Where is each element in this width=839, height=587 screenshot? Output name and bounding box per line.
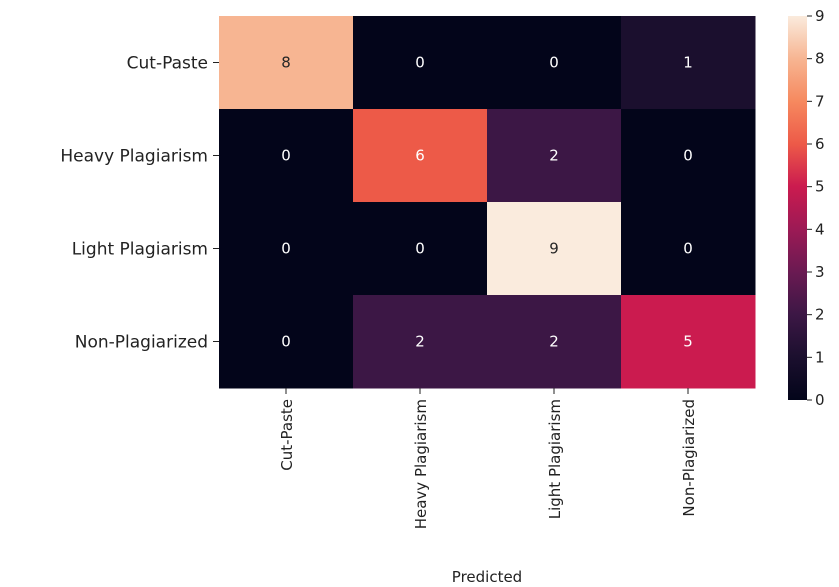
x-tick-label: Non-Plagiarized	[680, 399, 698, 517]
heatmap-cell	[621, 295, 756, 389]
x-tick-label: Light Plagiarism	[546, 399, 564, 519]
heatmap-cell	[487, 202, 622, 296]
cell-value-label: 0	[683, 147, 693, 165]
heatmap-cell	[621, 109, 756, 203]
colorbar-tick-label: 2	[815, 306, 825, 324]
heatmap-cell	[621, 202, 756, 296]
column-labels: Cut-Paste Heavy Plagiarism Light Plagiaris…	[278, 388, 698, 529]
cell-value-label: 0	[281, 333, 291, 351]
cell-value-label: 0	[415, 240, 425, 258]
x-axis-title: Predicted	[452, 568, 522, 586]
cell-value-label: 8	[281, 54, 291, 72]
cell-value-label: 2	[549, 147, 559, 165]
heatmap-cell	[487, 295, 622, 389]
colorbar-tick-label: 6	[815, 135, 825, 153]
colorbar-tick-label: 0	[815, 391, 825, 409]
y-tick-label: Non-Plagiarized	[75, 333, 208, 353]
heatmap-cell	[219, 202, 354, 296]
heatmap-cell	[353, 202, 488, 296]
cell-value-label: 0	[683, 240, 693, 258]
cell-value-label: 0	[549, 54, 559, 72]
heatmap-cell	[353, 16, 488, 110]
cell-value-label: 2	[415, 333, 425, 351]
heatmap-cell	[621, 16, 756, 110]
y-tick-label: Cut-Paste	[127, 54, 208, 74]
heatmap-cell	[219, 295, 354, 389]
heatmap-cell	[353, 295, 488, 389]
colorbar-tick-label: 4	[815, 220, 825, 238]
heatmap-cell	[353, 109, 488, 203]
colorbar-tick-label: 5	[815, 178, 825, 196]
x-tick-label: Heavy Plagiarism	[412, 399, 430, 529]
heatmap-cell	[487, 109, 622, 203]
cell-value-label: 6	[415, 147, 425, 165]
cell-value-label: 1	[683, 54, 693, 72]
cell-value-label: 9	[549, 240, 559, 258]
heatmap-cell	[219, 109, 354, 203]
heatmap-cells: 8 0 0 10 6 2 00 0 9 00 2 2 5	[219, 16, 756, 389]
y-tick-label: Light Plagiarism	[72, 240, 208, 260]
heatmap-cell	[219, 16, 354, 110]
cell-value-label: 0	[415, 54, 425, 72]
cell-value-label: 0	[281, 240, 291, 258]
colorbar-tick-label: 3	[815, 263, 825, 281]
cell-value-label: 2	[549, 333, 559, 351]
cell-value-label: 0	[281, 147, 291, 165]
x-tick-label: Cut-Paste	[278, 399, 296, 471]
heatmap-cell	[487, 16, 622, 110]
y-tick-label: Heavy Plagiarism	[60, 147, 208, 167]
colorbar: 0 1 2 3 4 5 6 7 8 9	[788, 7, 825, 409]
colorbar-gradient	[788, 16, 807, 400]
colorbar-tick-label: 1	[815, 348, 825, 366]
cell-value-label: 5	[683, 333, 693, 351]
colorbar-tick-label: 9	[815, 7, 825, 25]
colorbar-tick-label: 7	[815, 92, 825, 110]
colorbar-tick-label: 8	[815, 50, 825, 68]
row-labels: Cut-Paste Heavy Plagiarism Light Plagiaris…	[60, 54, 219, 353]
